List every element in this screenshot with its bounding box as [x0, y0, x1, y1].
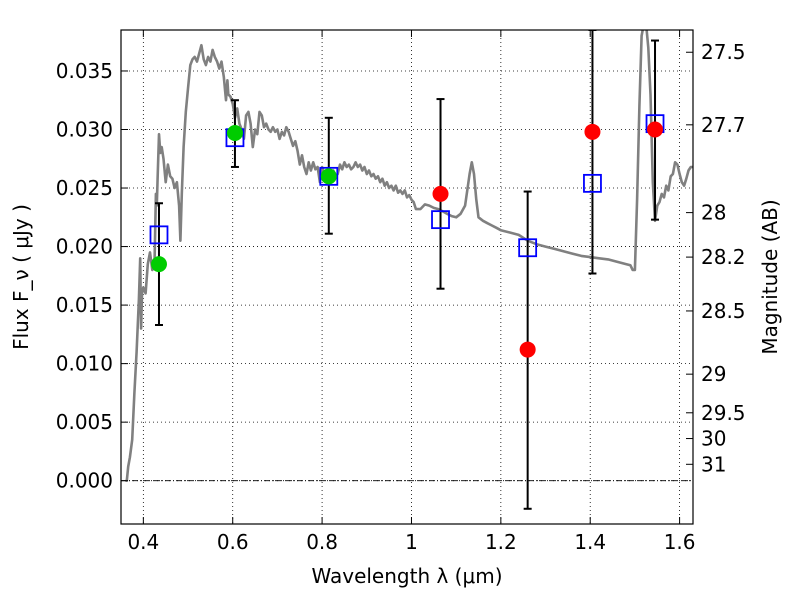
right-tick-label: 29 — [701, 362, 726, 386]
y-tick-label: 0.035 — [56, 59, 113, 83]
y-tick-label: 0.020 — [56, 235, 113, 259]
model-photometry-square — [583, 173, 602, 193]
observed-point-red — [432, 185, 449, 202]
y-tick-label: 0.015 — [56, 293, 113, 317]
observed-point-red — [584, 123, 601, 140]
right-tick-label: 27.7 — [701, 113, 746, 137]
right-tick-label: 27.5 — [701, 40, 746, 64]
y-axis: 0.000 0.005 0.010 0.015 0.020 0.025 0.030 0.035 — [56, 59, 128, 493]
plot-area — [125, 30, 693, 510]
model-photometry-square — [149, 225, 169, 245]
right-tick-label: 28.2 — [701, 245, 746, 269]
observed-point-red — [647, 121, 664, 138]
right-tick-label: 28.5 — [701, 299, 746, 323]
right-tick-label: 30 — [701, 427, 726, 451]
right-axis-title: Magnitude (AB) — [758, 199, 782, 354]
x-tick-label: 0.6 — [217, 530, 249, 554]
observed-point-red — [519, 341, 536, 358]
x-tick-label: 1 — [405, 530, 418, 554]
observed-point-green — [226, 125, 243, 142]
observed-point-green — [150, 256, 167, 273]
right-tick-label: 28 — [701, 201, 726, 225]
x-tick-label: 1.2 — [485, 530, 517, 554]
right-tick-label: 31 — [701, 452, 726, 476]
y-tick-label: 0.030 — [56, 118, 113, 142]
y-axis-title: Flux F_ν ( μJy ) — [9, 204, 33, 350]
plot-frame — [120, 29, 694, 525]
x-tick-label: 1.4 — [574, 530, 606, 554]
x-axis: 0.4 0.6 0.8 1 1.2 1.4 1.6 — [127, 30, 696, 554]
y-tick-label: 0.000 — [56, 469, 113, 493]
y-tick-label: 0.025 — [56, 176, 113, 200]
x-axis-title: Wavelength λ (μm) — [311, 564, 502, 588]
observed-point-green — [320, 168, 337, 185]
right-tick-label: 29.5 — [701, 401, 746, 425]
y-tick-label: 0.010 — [56, 352, 113, 376]
y-tick-label: 0.005 — [56, 410, 113, 434]
x-tick-label: 0.4 — [127, 530, 159, 554]
x-tick-label: 1.6 — [664, 530, 696, 554]
model-photometry-square — [319, 166, 339, 186]
model-photometry-square — [431, 210, 450, 230]
x-tick-label: 0.8 — [306, 530, 338, 554]
model-photometry-square — [518, 238, 538, 258]
